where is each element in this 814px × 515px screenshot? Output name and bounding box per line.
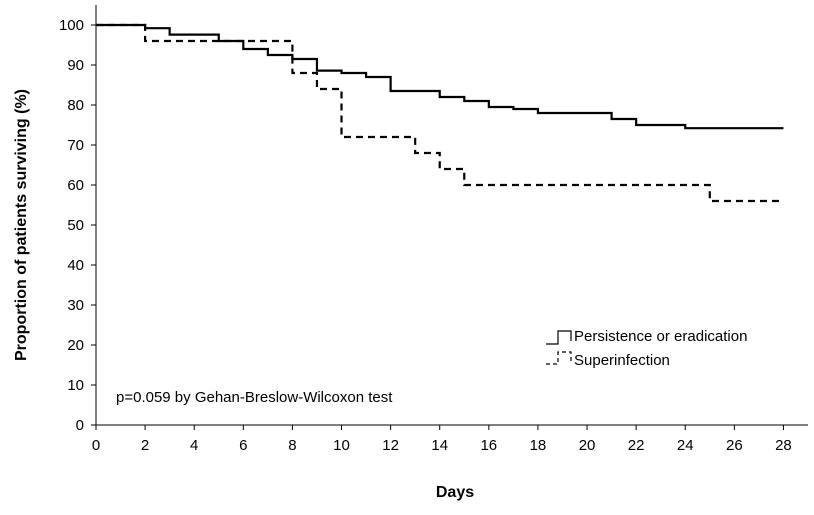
legend-label-superinfection: Superinfection bbox=[574, 352, 670, 369]
legend-label-persistence: Persistence or eradication bbox=[574, 328, 747, 345]
y-tick-label: 70 bbox=[67, 137, 84, 154]
y-tick-label: 40 bbox=[67, 257, 84, 274]
x-tick-label: 26 bbox=[726, 437, 743, 454]
y-tick-label: 10 bbox=[67, 377, 84, 394]
x-tick-label: 12 bbox=[382, 437, 399, 454]
legend: Persistence or eradication Superinfectio… bbox=[546, 328, 747, 369]
y-tick-label: 20 bbox=[67, 337, 84, 354]
x-axis-title: Days bbox=[436, 484, 474, 501]
x-tick-label: 22 bbox=[628, 437, 645, 454]
y-tick-label: 90 bbox=[67, 57, 84, 74]
x-axis-ticks: 0 2 4 6 8 10 12 14 16 18 20 22 24 26 28 bbox=[92, 425, 792, 454]
y-axis-ticks: 0 10 20 30 40 50 60 70 80 90 100 bbox=[59, 17, 96, 434]
y-tick-label: 100 bbox=[59, 17, 84, 34]
p-value-annotation: p=0.059 by Gehan-Breslow-Wilcoxon test bbox=[116, 389, 393, 406]
y-tick-label: 50 bbox=[67, 217, 84, 234]
y-tick-label: 60 bbox=[67, 177, 84, 194]
x-tick-label: 2 bbox=[141, 437, 149, 454]
y-tick-label: 30 bbox=[67, 297, 84, 314]
x-tick-label: 0 bbox=[92, 437, 100, 454]
series-line-superinfection bbox=[96, 23, 784, 203]
y-axis-title: Proportion of patients surviving (%) bbox=[13, 89, 30, 361]
x-tick-label: 10 bbox=[333, 437, 350, 454]
y-tick-label: 0 bbox=[76, 417, 84, 434]
x-tick-label: 24 bbox=[677, 437, 694, 454]
series-layer bbox=[96, 23, 784, 203]
legend-swatch-superinfection bbox=[546, 351, 572, 365]
x-tick-label: 4 bbox=[190, 437, 198, 454]
legend-swatch-persistence bbox=[546, 330, 572, 345]
x-tick-label: 8 bbox=[288, 437, 296, 454]
x-tick-label: 28 bbox=[775, 437, 792, 454]
x-tick-label: 18 bbox=[530, 437, 547, 454]
series-line-persistence-or-eradication bbox=[96, 23, 784, 130]
x-tick-label: 14 bbox=[431, 437, 448, 454]
x-tick-label: 6 bbox=[239, 437, 247, 454]
x-tick-label: 16 bbox=[480, 437, 497, 454]
y-tick-label: 80 bbox=[67, 97, 84, 114]
x-tick-label: 20 bbox=[579, 437, 596, 454]
axes bbox=[95, 5, 808, 426]
